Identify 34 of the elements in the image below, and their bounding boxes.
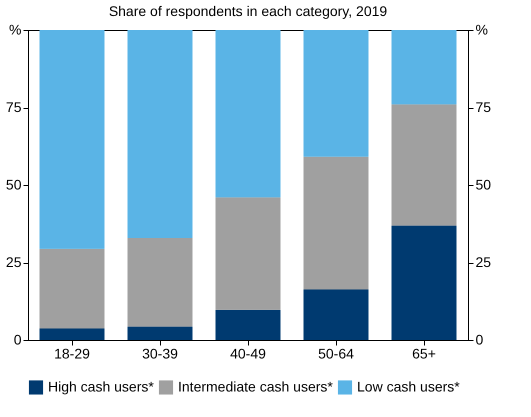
y-tick-label: 0: [14, 332, 22, 348]
y-tick-label: 75: [6, 99, 22, 115]
x-tick-label: 18-29: [54, 346, 90, 362]
y2-tick-label: 0: [476, 332, 484, 348]
x-tick-label: 30-39: [142, 346, 178, 362]
bar: [304, 289, 368, 340]
bar: [128, 30, 192, 238]
y2-tick-label: 75: [476, 99, 492, 115]
bar: [392, 104, 456, 226]
bar: [304, 30, 368, 157]
bar: [40, 248, 104, 329]
y-tick-label: 25: [6, 254, 22, 270]
bar: [216, 310, 280, 340]
bar: [392, 30, 456, 104]
x-tick-label: 40-49: [230, 346, 266, 362]
bar: [128, 326, 192, 340]
bar: [216, 30, 280, 198]
y-tick-label: %: [9, 22, 22, 38]
legend-label: Intermediate cash users*: [178, 378, 334, 394]
bar: [304, 156, 368, 290]
y2-tick-label: 25: [476, 254, 492, 270]
y2-tick-label: 50: [476, 176, 492, 192]
y2-tick-label: %: [476, 22, 488, 38]
y-tick-label: 50: [6, 176, 22, 192]
x-tick-label: 65+: [412, 346, 436, 362]
bar: [128, 238, 192, 327]
bar: [392, 226, 456, 340]
legend-label: High cash users*: [48, 378, 154, 394]
bar: [40, 328, 104, 340]
bar: [216, 197, 280, 310]
legend-label: Low cash users*: [357, 378, 460, 394]
chart-title: Share of respondents in each category, 2019: [108, 3, 388, 19]
bar: [40, 30, 104, 249]
x-tick-label: 50-64: [318, 346, 354, 362]
